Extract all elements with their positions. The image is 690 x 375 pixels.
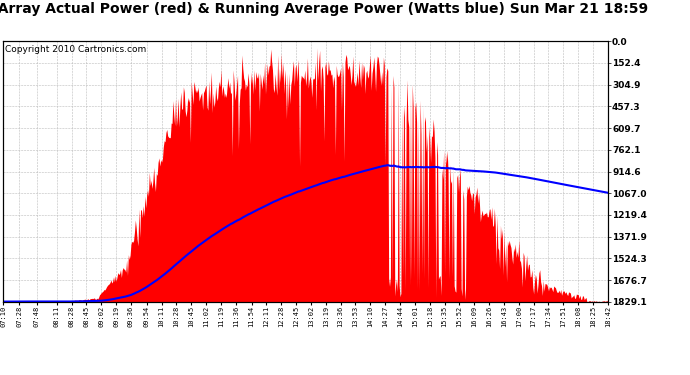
Text: East Array Actual Power (red) & Running Average Power (Watts blue) Sun Mar 21 18: East Array Actual Power (red) & Running … [0,2,648,16]
Text: Copyright 2010 Cartronics.com: Copyright 2010 Cartronics.com [5,45,146,54]
